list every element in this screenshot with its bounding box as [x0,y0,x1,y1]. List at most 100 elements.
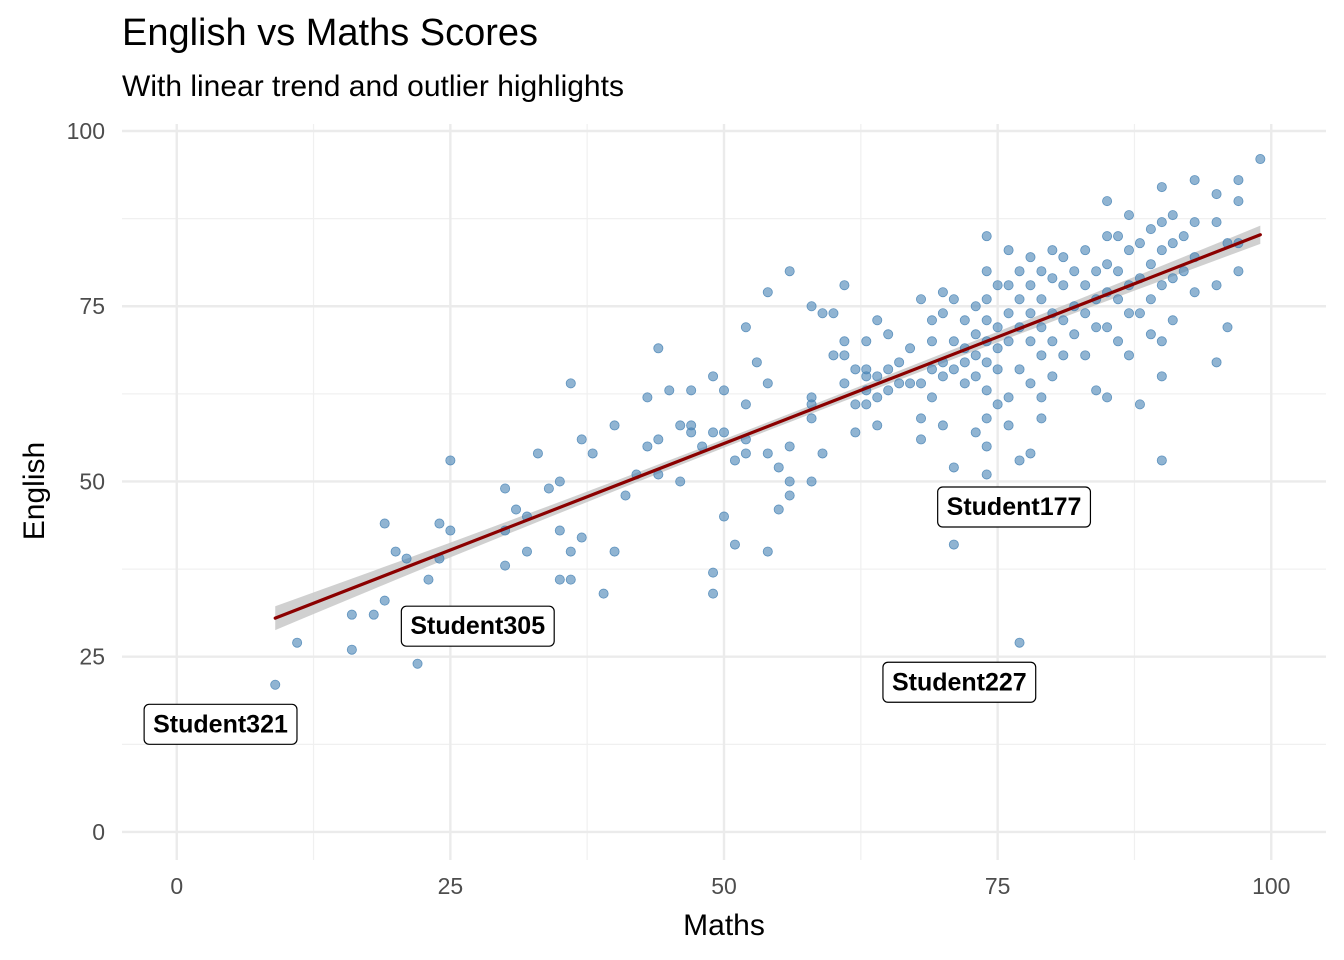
data-point [1134,399,1145,410]
data-point [981,357,992,368]
data-point [1036,413,1047,424]
data-point [1058,315,1069,326]
data-point [806,413,817,424]
data-point [708,588,719,599]
data-point [346,644,357,655]
data-point [270,679,281,690]
data-point [445,525,456,536]
data-point [981,469,992,480]
data-point [839,378,850,389]
data-point [1014,364,1025,375]
data-point [981,441,992,452]
data-point [576,532,587,543]
data-point [1080,350,1091,361]
data-point [784,476,795,487]
outlier-label: Student305 [400,605,555,647]
outlier-label-box [882,661,1037,703]
outlier-labels: Student321 Student305 Student227 Student177 [143,486,1092,745]
data-point [565,546,576,557]
data-point [686,427,697,438]
data-point [401,553,412,564]
data-point [1014,637,1025,648]
data-point [937,308,948,319]
data-point [916,413,927,424]
data-point [1211,357,1222,368]
data-point [1102,196,1113,207]
y-axis-label: English [18,442,51,540]
data-point [1058,252,1069,263]
data-point [1025,448,1036,459]
data-point [959,378,970,389]
grid-lines [122,124,1326,860]
data-point [1003,336,1014,347]
data-point [861,399,872,410]
data-point [1069,266,1080,277]
trend-line-group [273,233,1262,620]
data-point [1222,322,1233,333]
data-point [609,546,620,557]
data-point [1058,280,1069,291]
x-tick-label: 100 [1252,873,1290,899]
y-tick-label: 100 [67,118,105,144]
outlier-label-box [143,703,298,745]
data-point [719,427,730,438]
data-point [1014,266,1025,277]
data-point [1189,287,1200,298]
x-tick-label: 0 [170,873,183,899]
data-point [1156,336,1167,347]
data-point [784,441,795,452]
data-point [554,574,565,585]
data-point [1091,266,1102,277]
data-point [959,357,970,368]
data-point [806,476,817,487]
data-point [1080,280,1091,291]
data-point [861,371,872,382]
data-point [1145,224,1156,235]
data-point [1003,280,1014,291]
data-point [970,329,981,340]
data-point [1003,308,1014,319]
trend-line [273,233,1262,620]
data-point [1025,280,1036,291]
data-point [1047,371,1058,382]
y-tick-label: 75 [79,293,105,319]
data-point [1156,455,1167,466]
data-point [1080,308,1091,319]
data-point [1233,175,1244,186]
data-point [1189,175,1200,186]
data-point [905,378,916,389]
data-point [379,518,390,529]
data-point [1102,231,1113,242]
data-point [850,427,861,438]
data-point [948,539,959,550]
data-point [379,595,390,606]
data-point [762,448,773,459]
data-point [368,609,379,620]
x-tick-label: 75 [985,873,1011,899]
data-points [270,154,1266,690]
data-point [719,511,730,522]
data-point [1058,350,1069,361]
data-point [1036,322,1047,333]
data-point [729,455,740,466]
data-point [1167,210,1178,221]
data-point [1003,420,1014,431]
outlier-label-box [937,486,1092,528]
data-point [817,308,828,319]
data-point [1145,259,1156,270]
data-point [992,399,1003,410]
data-point [642,392,653,403]
data-point [981,413,992,424]
data-point [1080,245,1091,256]
data-point [675,420,686,431]
data-point [1123,245,1134,256]
data-point [970,371,981,382]
data-point [981,385,992,396]
outlier-label: Student227 [882,661,1037,703]
data-point [1156,217,1167,228]
data-point [642,441,653,452]
data-point [1047,336,1058,347]
data-point [719,385,730,396]
data-point [894,357,905,368]
